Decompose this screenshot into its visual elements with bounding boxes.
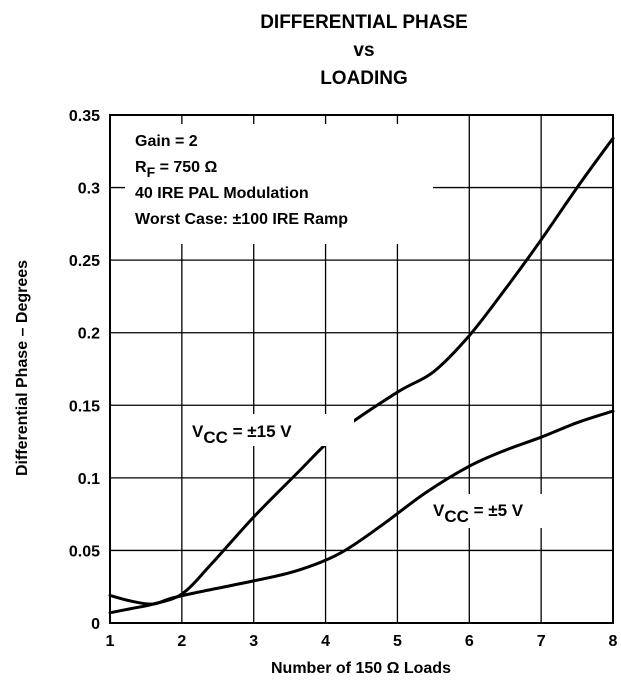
x-tick-label: 8 <box>609 633 618 650</box>
annotation-rf-main: R <box>135 159 147 176</box>
series-label-15v-rest: = ±15 V <box>228 422 292 441</box>
x-axis-label: Number of 150 Ω Loads <box>271 660 451 677</box>
x-tick-label: 2 <box>177 633 186 650</box>
annotation-gain: Gain = 2 <box>135 133 198 150</box>
x-tick-label: 1 <box>106 633 115 650</box>
series-label-5v-backdrop <box>428 494 556 528</box>
y-tick-label: 0.15 <box>69 398 100 415</box>
y-tick-label: 0.25 <box>69 253 100 270</box>
chart-title-line-3: LOADING <box>320 68 408 89</box>
y-tick-label: 0.3 <box>78 181 100 198</box>
series-label-5v: VCC = ±5 V <box>433 501 524 526</box>
series-label-5v-rest: = ±5 V <box>469 501 524 520</box>
y-tick-label: 0 <box>91 616 100 633</box>
x-tick-label: 6 <box>465 633 474 650</box>
y-tick-labels: 0 0.05 0.1 0.15 0.2 0.25 0.3 0.35 <box>69 108 100 633</box>
x-tick-label: 3 <box>249 633 258 650</box>
x-tick-label: 5 <box>393 633 402 650</box>
annotation-modulation: 40 IRE PAL Modulation <box>135 185 309 202</box>
y-axis-label: Differential Phase – Degrees <box>14 260 31 476</box>
x-tick-labels: 1 2 3 4 5 6 7 8 <box>106 633 618 650</box>
y-tick-label: 0.2 <box>78 326 100 343</box>
annotation-worst-case: Worst Case: ±100 IRE Ramp <box>135 211 348 228</box>
series-line-5v <box>108 409 615 606</box>
series-label-15v-main: V <box>192 422 204 441</box>
annotation-rf-rest: = 750 Ω <box>155 159 217 176</box>
series-label-15v-sub: CC <box>203 428 228 447</box>
annotation-rf: RF = 750 Ω <box>135 159 218 180</box>
y-tick-label: 0.35 <box>69 108 100 125</box>
series-label-15v-backdrop <box>188 414 354 446</box>
annotation-rf-sub: F <box>147 164 156 180</box>
series-label-5v-sub: CC <box>444 507 469 526</box>
chart-title-line-1: DIFFERENTIAL PHASE <box>260 12 468 33</box>
x-tick-label: 7 <box>537 633 546 650</box>
y-tick-label: 0.1 <box>78 471 100 488</box>
chart-title-line-2: vs <box>353 40 374 61</box>
y-tick-label: 0.05 <box>69 543 100 560</box>
series-label-5v-main: V <box>433 501 445 520</box>
annotation-backdrop <box>125 124 433 244</box>
x-tick-label: 4 <box>321 633 330 650</box>
series-label-15v: VCC = ±15 V <box>192 422 292 447</box>
grid-lines <box>109 114 614 624</box>
plot-frame <box>109 114 614 624</box>
